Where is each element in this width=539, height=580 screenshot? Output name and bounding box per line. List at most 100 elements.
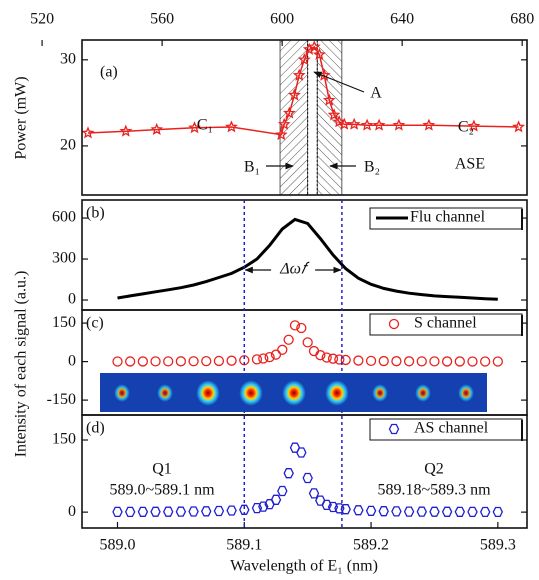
marker-circle bbox=[403, 356, 415, 367]
marker-circle bbox=[270, 349, 282, 360]
annotation: C₁ bbox=[197, 117, 213, 134]
marker-star bbox=[150, 122, 164, 135]
marker-hexagon bbox=[492, 506, 504, 518]
marker-circle bbox=[112, 356, 123, 367]
x-tick-label: 600 bbox=[270, 11, 294, 28]
image-spot bbox=[415, 384, 431, 402]
marker-hexagon bbox=[340, 504, 351, 515]
marker-star bbox=[297, 53, 311, 66]
legend-label: S channel bbox=[414, 315, 477, 332]
marker-circle bbox=[388, 318, 400, 330]
y-tick-label: 30 bbox=[60, 50, 76, 67]
marker-circle bbox=[365, 355, 377, 367]
x-tick-label: 680 bbox=[510, 11, 534, 28]
marker-circle bbox=[340, 354, 351, 366]
image-spot bbox=[157, 384, 173, 402]
marker-star bbox=[282, 106, 296, 119]
plot-frame bbox=[81, 39, 528, 196]
y-tick-label: 150 bbox=[52, 314, 76, 331]
series-line bbox=[117, 217, 498, 301]
marker-circle bbox=[277, 344, 288, 355]
marker-star bbox=[188, 121, 201, 134]
marker-hexagon bbox=[277, 485, 288, 497]
marker-star bbox=[322, 93, 336, 106]
annotation: C₂ bbox=[458, 119, 474, 136]
annotation: 589.18~589.3 nm bbox=[377, 482, 491, 499]
marker-hexagon bbox=[308, 488, 320, 499]
marker-circle bbox=[125, 356, 136, 367]
x-tick-label: 589.2 bbox=[353, 537, 389, 554]
marker-hexagon bbox=[467, 506, 478, 518]
marker-star bbox=[119, 124, 133, 137]
x-tick-label: 589.1 bbox=[226, 537, 262, 554]
marker-circle bbox=[137, 356, 149, 367]
marker-star bbox=[392, 118, 406, 131]
marker-circle bbox=[264, 351, 275, 363]
annotation: Q1 bbox=[152, 461, 172, 478]
marker-hexagon bbox=[188, 506, 199, 517]
legend-label: AS channel bbox=[414, 420, 489, 437]
marker-star bbox=[337, 117, 351, 130]
marker-circle bbox=[296, 322, 307, 334]
panel-label: (d) bbox=[86, 420, 105, 437]
marker-circle bbox=[378, 355, 389, 367]
marker-circle bbox=[188, 356, 199, 367]
annotation: B₂ bbox=[364, 159, 380, 176]
marker-circle bbox=[315, 350, 326, 361]
panel-label: (a) bbox=[100, 64, 118, 81]
y-tick-label: 0 bbox=[68, 503, 76, 520]
marker-star bbox=[512, 120, 526, 133]
marker-hexagon bbox=[365, 505, 377, 516]
marker-hexagon bbox=[270, 494, 282, 505]
marker-hexagon bbox=[416, 506, 428, 517]
marker-star bbox=[372, 118, 386, 131]
marker-circle bbox=[163, 356, 174, 367]
x-axis-label: Wavelength of E₁ (nm) bbox=[230, 558, 378, 575]
marker-hexagon bbox=[251, 502, 263, 514]
y-tick-label: 0 bbox=[68, 291, 76, 308]
annotation: Q2 bbox=[424, 461, 444, 478]
image-spot bbox=[196, 380, 220, 406]
annotation-arrow bbox=[313, 71, 365, 93]
marker-hexagon bbox=[378, 506, 389, 517]
marker-circle bbox=[327, 353, 339, 364]
image-spot bbox=[114, 384, 130, 402]
marker-circle bbox=[289, 320, 301, 331]
x-tick-label: 589.0 bbox=[99, 537, 135, 554]
marker-star bbox=[225, 120, 238, 133]
y-axis-label: Power (mW) bbox=[13, 76, 30, 159]
marker-star bbox=[422, 118, 436, 131]
marker-hexagon bbox=[226, 505, 237, 516]
marker-hexagon bbox=[403, 506, 415, 517]
y-axis-label: Intensity of each signal (a.u.) bbox=[13, 271, 30, 458]
marker-hexagon bbox=[124, 506, 136, 518]
image-spot bbox=[372, 384, 388, 402]
marker-circle bbox=[454, 356, 465, 367]
annotation: Δω𝑓 bbox=[279, 261, 310, 278]
legend-label: Flu channel bbox=[410, 209, 486, 226]
panel-label: (b) bbox=[86, 205, 105, 222]
marker-hexagon bbox=[137, 506, 149, 517]
marker-hexagon bbox=[353, 505, 364, 516]
marker-star bbox=[467, 119, 481, 132]
marker-hexagon bbox=[239, 504, 250, 515]
marker-circle bbox=[150, 356, 161, 367]
marker-hexagon bbox=[175, 506, 187, 517]
marker-circle bbox=[429, 356, 440, 367]
marker-hexagon bbox=[321, 499, 332, 511]
y-tick-label: -150 bbox=[47, 391, 76, 408]
marker-star bbox=[81, 126, 95, 139]
marker-circle bbox=[416, 356, 427, 367]
marker-circle bbox=[251, 354, 263, 365]
marker-hexagon bbox=[200, 506, 212, 517]
marker-circle bbox=[308, 345, 320, 357]
marker-hexagon bbox=[302, 472, 313, 484]
marker-hexagon bbox=[479, 506, 491, 518]
marker-star bbox=[360, 118, 374, 131]
marker-hexagon bbox=[283, 468, 294, 479]
marker-hexagon bbox=[112, 506, 123, 518]
marker-star bbox=[347, 117, 361, 130]
marker-hexagon bbox=[454, 506, 466, 517]
panel-label: (c) bbox=[86, 315, 104, 332]
